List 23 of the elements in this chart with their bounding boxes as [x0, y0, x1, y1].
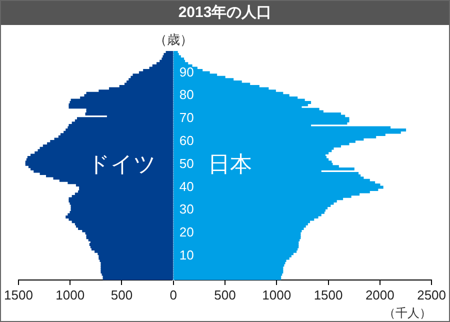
x-tick-label: 1500	[314, 287, 343, 302]
y-tick-label: 40	[179, 178, 194, 194]
y-tick-label: 90	[179, 64, 194, 80]
y-tick-label: 30	[179, 202, 194, 217]
x-tick-label: 1500	[4, 287, 33, 302]
x-tick-label: 2500	[417, 287, 446, 302]
y-tick-label: 60	[179, 133, 194, 148]
x-tick-label: 500	[110, 287, 133, 302]
y-tick-label: 80	[179, 87, 194, 102]
y-axis-title: （歳）	[154, 32, 193, 48]
y-tick-label: 70	[179, 110, 194, 126]
x-tick-label: 1000	[56, 287, 85, 302]
y-tick-label: 10	[179, 248, 194, 263]
series-label: ドイツ	[88, 152, 157, 177]
x-tick-label: 2000	[365, 287, 394, 302]
chart-title: 2013年の人口	[1, 1, 449, 25]
series-label: 日本	[208, 152, 252, 177]
y-tick-label: 50	[179, 156, 194, 171]
x-tick-label: 500	[214, 287, 236, 302]
x-axis-title: （千人）	[384, 306, 432, 320]
x-tick-label: 0	[170, 287, 177, 302]
x-tick-label: 1000	[262, 287, 292, 302]
y-tick-label: 20	[179, 224, 194, 240]
